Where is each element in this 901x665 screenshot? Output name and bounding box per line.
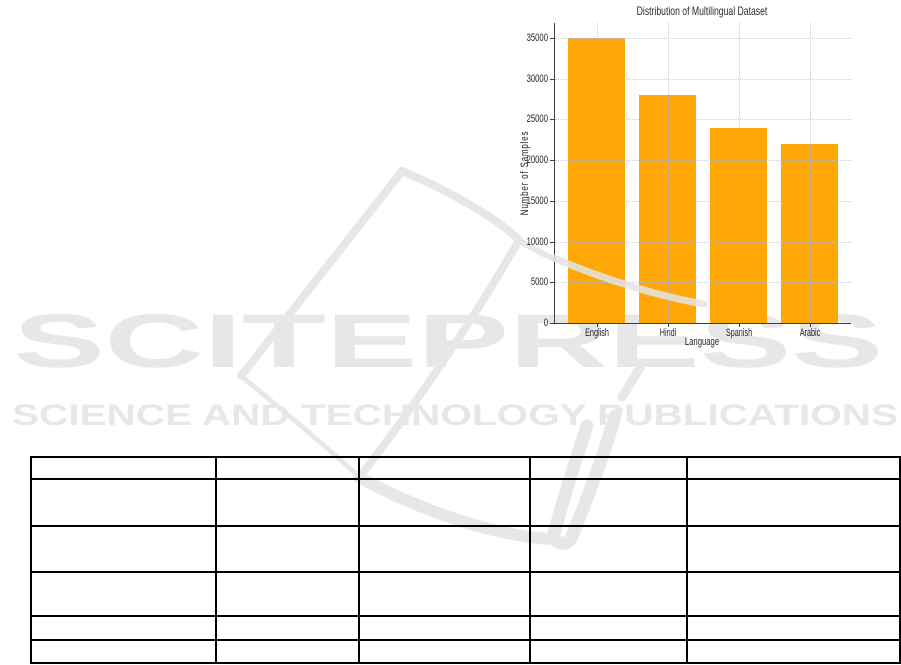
table-cell [685, 525, 901, 573]
y-tick-mark [550, 160, 554, 162]
y-tick-mark [550, 78, 554, 80]
table-row [29, 615, 901, 641]
x-tick-label: English [584, 327, 609, 339]
gridline-vertical [738, 23, 740, 323]
table-cell [29, 615, 218, 641]
table-cell [685, 571, 901, 617]
logo-kite-left-edge [237, 167, 406, 380]
x-tick-label: Arabic [799, 327, 820, 339]
table-cell [358, 639, 531, 664]
x-tick-mark [809, 324, 811, 327]
y-tick-mark [550, 323, 554, 324]
logo-kite-right-upper-curve [398, 167, 523, 244]
logo-accent-stroke [617, 361, 646, 402]
y-tick-mark [550, 282, 554, 284]
table-body [29, 456, 901, 664]
x-tick-label: Spanish [725, 327, 752, 339]
figure-bar-chart: Distribution of Multilingual Dataset Num… [505, 0, 901, 360]
x-tick-mark [667, 324, 669, 327]
chart-title: Distribution of Multilingual Dataset [636, 4, 768, 18]
table-cell [29, 525, 218, 573]
table-cell [215, 478, 361, 527]
table-row [29, 478, 901, 527]
table-cell [358, 525, 531, 573]
y-tick-label: 10000 [526, 235, 548, 248]
y-tick-label: 15000 [526, 194, 548, 207]
table-cell [528, 525, 688, 573]
x-tick-label: Hindi [659, 327, 676, 339]
table-cell [215, 456, 361, 480]
gridline-vertical [596, 23, 598, 323]
empty-table [29, 456, 901, 664]
y-tick-label: 25000 [526, 113, 548, 126]
gridline-horizontal [555, 38, 851, 39]
y-tick-mark [550, 241, 554, 243]
table-cell [528, 571, 688, 617]
y-tick-label: 20000 [526, 154, 548, 167]
table-cell [215, 571, 361, 617]
table-cell [215, 525, 361, 573]
table-row [29, 456, 901, 480]
gridline-horizontal [555, 200, 851, 202]
gridline-vertical [667, 23, 669, 323]
gridline-vertical [809, 23, 811, 323]
y-tick-mark [550, 119, 554, 121]
table-cell [358, 478, 531, 527]
table-cell [528, 639, 688, 664]
logo-kite-right-lower-edge [357, 236, 523, 479]
y-tick-label: 35000 [526, 32, 548, 44]
y-tick-mark [550, 200, 554, 202]
gridline-horizontal [555, 119, 851, 121]
table-cell [215, 615, 361, 641]
table-cell [29, 478, 218, 527]
table-cell [29, 571, 218, 617]
table-cell [528, 456, 688, 480]
gridline-horizontal [555, 160, 851, 162]
table-cell [358, 571, 531, 617]
table-cell [528, 478, 688, 527]
y-tick-label: 5000 [530, 276, 548, 289]
table-cell [29, 456, 218, 480]
table-cell [685, 639, 901, 664]
table-cell [685, 478, 901, 527]
table-cell [215, 639, 361, 664]
gridline-horizontal [555, 78, 851, 80]
y-tick-mark [550, 38, 554, 39]
gridline-horizontal [555, 241, 851, 243]
table-row [29, 571, 901, 617]
y-tick-label: 0 [543, 317, 548, 329]
table-cell [528, 615, 688, 641]
table-row [29, 639, 901, 664]
y-axis-spine [554, 23, 555, 324]
table-row [29, 525, 901, 573]
table-cell [29, 639, 218, 664]
x-tick-mark [738, 324, 740, 327]
table-cell [685, 456, 901, 480]
x-tick-mark [596, 324, 598, 327]
x-axis-label: Language [684, 336, 720, 348]
y-tick-label: 30000 [526, 72, 548, 85]
table-cell [358, 456, 531, 480]
scitepress-tagline-text: SCIENCE AND TECHNOLOGY PUBLICATIONS [12, 399, 898, 432]
table-cell [685, 615, 901, 641]
x-axis-spine [554, 323, 851, 324]
table-cell [358, 615, 531, 641]
gridline-horizontal [555, 282, 851, 284]
